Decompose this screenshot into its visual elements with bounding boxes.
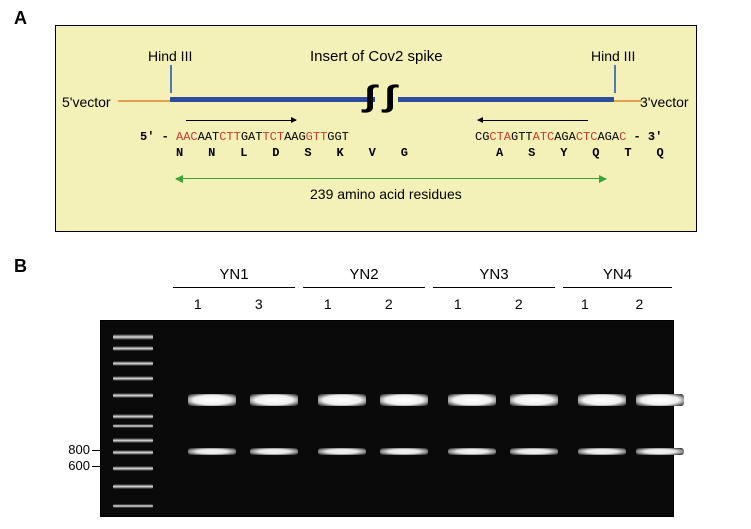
lane-num-2-b: 2 [515,296,523,312]
aa-arrow [176,178,606,179]
seq5-text: 5' - AACAATCTTGATTCTAAGGTTGGT [140,130,349,144]
hind3-right-label: Hind III [591,48,635,64]
group-bar-YN3 [433,287,555,288]
ladder-band-1 [113,346,153,351]
band-top-6 [578,394,626,406]
band-top-0 [188,394,236,406]
ladder-band-11 [113,504,153,508]
group-label-YN1: YN1 [214,266,254,283]
group-label-YN4: YN4 [598,266,638,283]
gel-image [100,320,674,517]
group-bar-YN4 [563,287,672,288]
ladder-band-0 [113,334,153,340]
ladder-band-8 [113,450,153,455]
ladder-band-5 [113,414,153,419]
vector3-line [614,100,642,102]
band-bot-1 [250,448,298,455]
lane-num-1-a: 1 [324,296,332,312]
group-bar-YN2 [303,287,425,288]
ladder-band-6 [113,424,153,428]
band-bot-7 [636,448,684,455]
band-bot-4 [448,448,496,455]
primer-rev-arrow [478,120,588,121]
band-bot-6 [578,448,626,455]
group-label-YN3: YN3 [474,266,514,283]
hind3-right-line [614,65,616,93]
marker-label-800: 800 [60,442,90,457]
lane-num-0-a: 1 [194,296,202,312]
marker-tick-800 [92,450,100,451]
ladder-band-4 [113,393,153,398]
primer-fwd-arrow [186,120,296,121]
band-top-1 [250,394,298,406]
lane-num-1-b: 2 [385,296,393,312]
group-label-YN2: YN2 [344,266,384,283]
break-mark-2: ∫ [384,82,396,112]
band-bot-2 [318,448,366,455]
hind3-left-label: Hind III [148,48,192,64]
figure: A B Hind III Hind III Insert of Cov2 spike… [0,0,751,529]
group-bar-YN1 [173,287,295,288]
band-top-2 [318,394,366,406]
vector5-label: 5'vector [62,94,111,110]
lane-num-0-b: 3 [255,296,263,312]
break-mark-1: ∫ [364,82,376,112]
marker-label-600: 600 [60,458,90,473]
vector3-label: 3'vector [640,94,689,110]
ladder-band-10 [113,484,153,489]
aa3-text: A S Y Q T Q [496,146,667,160]
ladder-band-2 [113,361,153,366]
vector5-line [118,100,170,102]
band-top-7 [636,394,684,406]
lane-num-2-a: 1 [454,296,462,312]
hind3-left-line [170,65,172,93]
insert-line-right [398,97,614,102]
seq3-text: CGCTAGTTATCAGACTCAGAC - 3' [475,130,662,144]
insert-line-left [170,97,375,102]
band-top-4 [448,394,496,406]
band-top-3 [380,394,428,406]
ladder-band-9 [113,466,153,471]
insert-label: Insert of Cov2 spike [310,48,443,65]
band-bot-0 [188,448,236,455]
panel-a-label: A [14,8,27,29]
band-top-5 [510,394,558,406]
panel-b-label: B [14,256,27,277]
ladder-band-7 [113,438,153,443]
ladder-band-3 [113,376,153,381]
marker-tick-600 [92,466,100,467]
band-bot-3 [380,448,428,455]
band-bot-5 [510,448,558,455]
aa-count-label: 239 amino acid residues [310,186,462,202]
lane-num-3-b: 2 [635,296,643,312]
lane-num-3-a: 1 [581,296,589,312]
aa5-text: N N L D S K V G [176,146,411,160]
